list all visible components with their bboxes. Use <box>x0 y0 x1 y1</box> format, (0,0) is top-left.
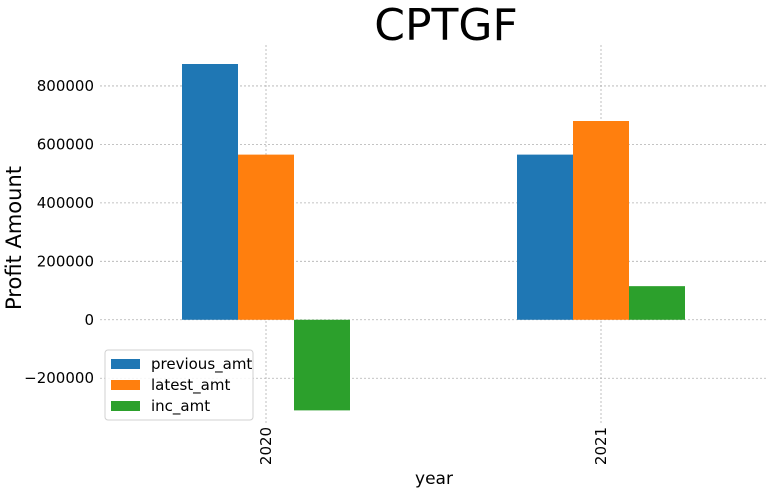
y-axis-label: Profit Amount <box>2 166 26 310</box>
y-tick-label: 400000 <box>37 194 94 212</box>
bars <box>182 64 685 411</box>
bar-previous_amt <box>517 154 573 320</box>
legend-swatch <box>111 380 140 390</box>
y-tick-label: 600000 <box>37 135 94 153</box>
bar-latest_amt <box>238 154 294 320</box>
bar-inc_amt <box>629 286 685 320</box>
y-tick-label: 800000 <box>37 77 94 95</box>
y-tick-label: 200000 <box>37 252 94 270</box>
legend-swatch <box>111 359 140 369</box>
legend-swatch <box>111 401 140 411</box>
y-axis-ticks: −200000 0 200000 400000 600000 800000 <box>24 77 94 387</box>
bar-previous_amt <box>182 64 238 320</box>
x-tick-label: 2020 <box>257 427 275 465</box>
bar-inc_amt <box>294 319 350 411</box>
legend-label: inc_amt <box>151 397 210 416</box>
chart-title: CPTGF <box>374 0 518 51</box>
legend-box <box>104 349 254 421</box>
x-axis-ticks: 2020 2021 <box>257 427 610 465</box>
bar-latest_amt <box>573 121 629 320</box>
legend-label: latest_amt <box>151 376 230 395</box>
x-axis-label: year <box>415 469 453 489</box>
legend: previous_amt latest_amt inc_amt <box>104 349 254 421</box>
y-tick-label: 0 <box>84 311 94 329</box>
legend-label: previous_amt <box>151 355 252 374</box>
x-tick-label: 2021 <box>592 427 610 465</box>
y-tick-label: −200000 <box>24 369 94 387</box>
